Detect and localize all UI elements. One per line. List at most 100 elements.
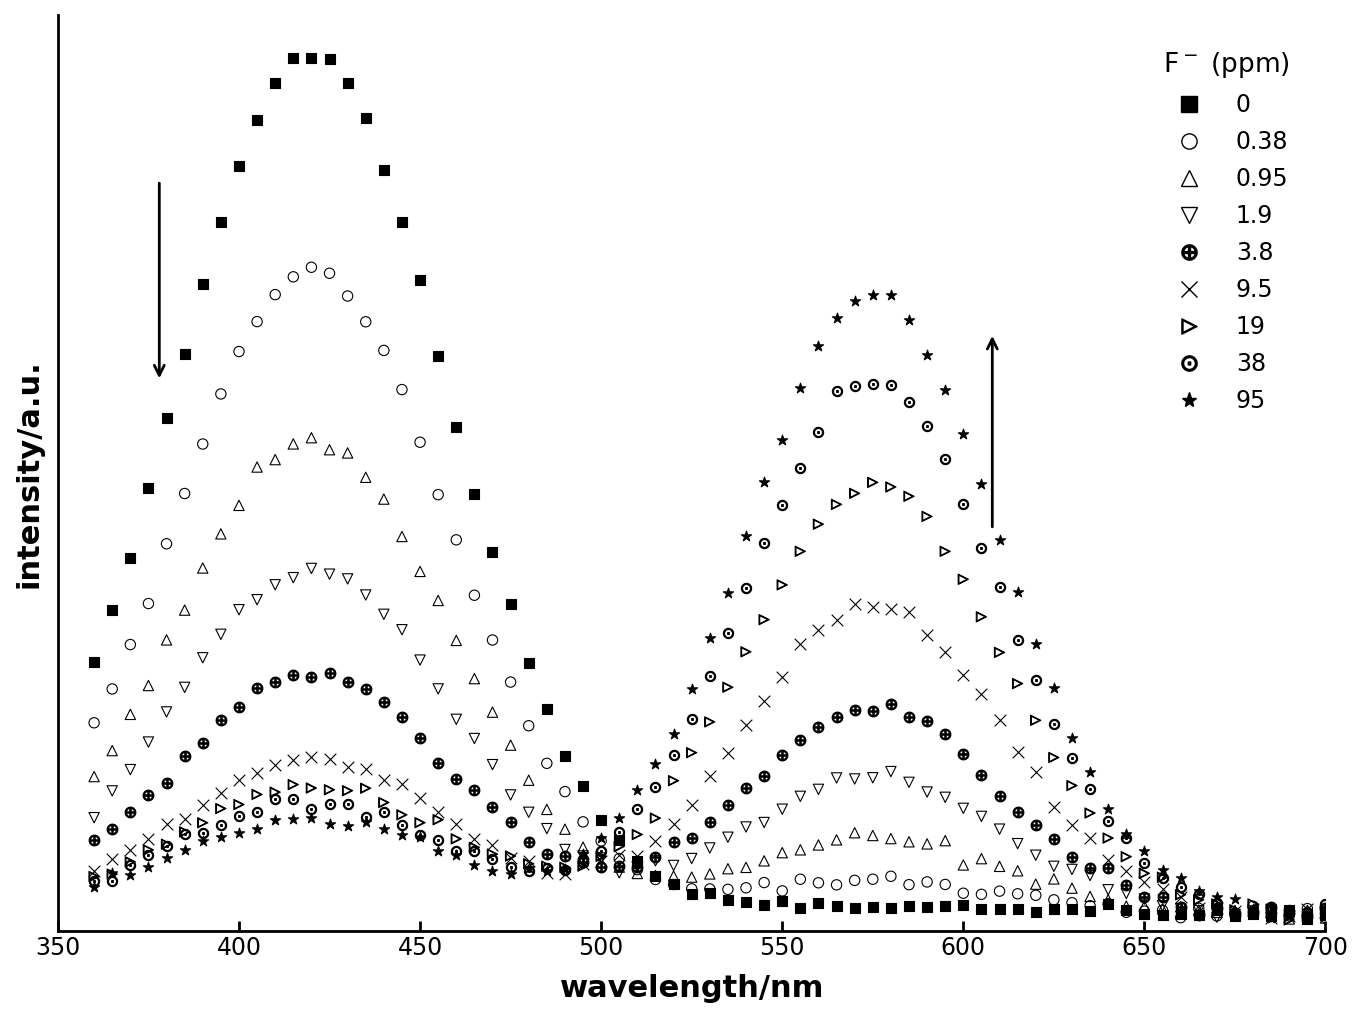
9.5: [1261, 910, 1283, 926]
19: [934, 544, 955, 560]
0: [1115, 902, 1137, 918]
95: [880, 286, 902, 302]
0: [518, 655, 540, 671]
3.8: [83, 832, 105, 848]
38: [880, 377, 902, 393]
0.95: [735, 859, 756, 875]
38: [988, 579, 1010, 596]
3.8: [463, 782, 485, 798]
19: [1296, 908, 1318, 924]
0.38: [934, 876, 955, 893]
38: [572, 850, 594, 866]
95: [789, 380, 811, 396]
3.8: [391, 710, 413, 726]
9.5: [1097, 852, 1119, 868]
1.9: [844, 771, 866, 787]
0.95: [826, 832, 848, 848]
3.8: [970, 768, 992, 784]
1.9: [1043, 858, 1065, 874]
9.5: [662, 816, 684, 833]
1.9: [120, 761, 142, 778]
38: [645, 779, 667, 795]
1.9: [446, 712, 468, 728]
3.8: [518, 834, 540, 850]
95: [608, 809, 630, 826]
19: [210, 800, 232, 816]
1.9: [880, 764, 902, 780]
19: [608, 839, 630, 855]
0.95: [155, 632, 177, 648]
19: [1169, 887, 1191, 903]
0.38: [608, 850, 630, 866]
38: [282, 791, 304, 807]
Y-axis label: intensity/a.u.: intensity/a.u.: [15, 358, 44, 587]
0: [572, 778, 594, 794]
9.5: [826, 612, 848, 628]
38: [1169, 879, 1191, 895]
0.38: [627, 861, 649, 878]
1.9: [627, 859, 649, 875]
9.5: [138, 831, 159, 847]
0: [300, 50, 322, 66]
38: [699, 668, 721, 684]
95: [699, 630, 721, 646]
95: [572, 846, 594, 862]
9.5: [518, 852, 540, 868]
95: [120, 866, 142, 883]
3.8: [608, 858, 630, 874]
95: [1060, 730, 1082, 746]
0: [1060, 901, 1082, 917]
95: [228, 825, 249, 841]
3.8: [500, 813, 522, 830]
0.38: [373, 342, 395, 358]
38: [754, 534, 776, 551]
19: [373, 794, 395, 810]
38: [391, 817, 413, 834]
0.95: [898, 834, 920, 850]
95: [916, 347, 938, 363]
19: [807, 516, 829, 532]
19: [1025, 713, 1047, 729]
0.95: [572, 839, 594, 855]
3.8: [953, 746, 975, 762]
1.9: [789, 788, 811, 804]
0.95: [1261, 905, 1283, 921]
0.38: [735, 880, 756, 896]
1.9: [970, 808, 992, 825]
3.8: [264, 674, 286, 690]
19: [553, 859, 575, 875]
0.95: [844, 825, 866, 841]
3.8: [898, 709, 920, 725]
95: [1261, 909, 1283, 925]
9.5: [861, 599, 883, 615]
95: [247, 821, 269, 837]
1.9: [409, 652, 431, 668]
0.95: [300, 430, 322, 446]
95: [354, 813, 376, 830]
19: [771, 577, 793, 593]
38: [898, 394, 920, 410]
19: [264, 784, 286, 800]
3.8: [427, 754, 448, 771]
0.38: [247, 314, 269, 330]
9.5: [627, 848, 649, 864]
0.95: [662, 868, 684, 885]
3.8: [1025, 816, 1047, 833]
0.38: [391, 382, 413, 398]
38: [627, 801, 649, 817]
19: [1187, 892, 1209, 908]
3.8: [844, 701, 866, 718]
1.9: [826, 770, 848, 786]
0: [754, 897, 776, 913]
0: [83, 655, 105, 671]
95: [1169, 870, 1191, 887]
0: [1224, 908, 1246, 924]
38: [354, 808, 376, 825]
0.95: [789, 842, 811, 858]
3.8: [337, 674, 358, 690]
0.38: [970, 887, 992, 903]
0.38: [771, 883, 793, 899]
1.9: [1261, 902, 1283, 918]
3.8: [1043, 831, 1065, 847]
3.8: [1007, 804, 1029, 821]
